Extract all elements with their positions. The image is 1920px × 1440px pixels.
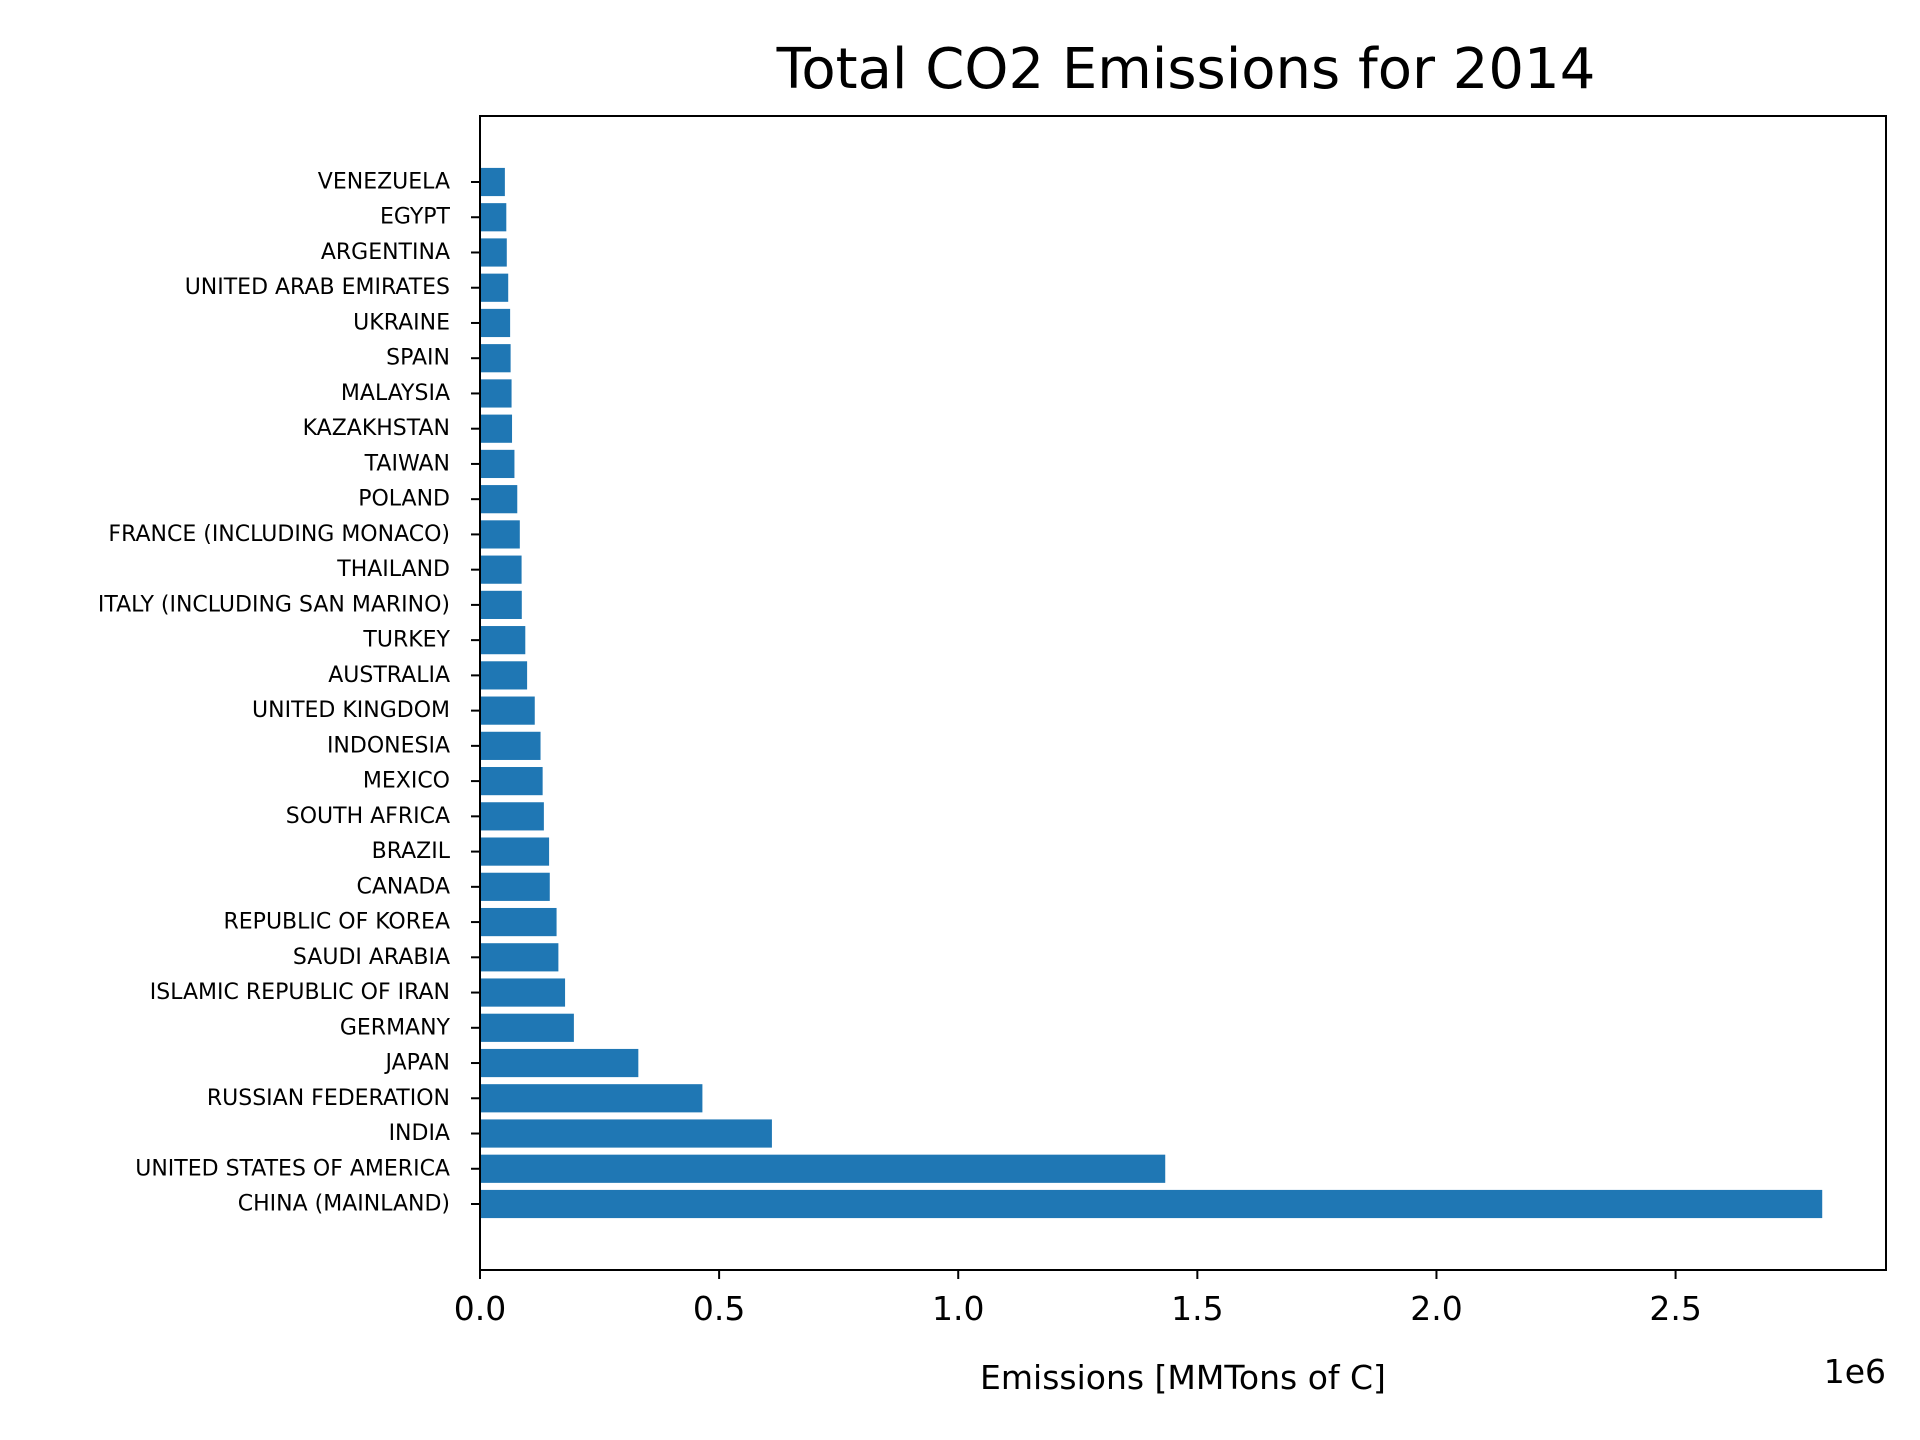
y-tick-label: POLAND bbox=[358, 487, 450, 512]
y-tick-label: GERMANY bbox=[340, 1015, 451, 1040]
bar bbox=[480, 978, 566, 1007]
bar bbox=[480, 943, 559, 972]
y-tick-label: TURKEY bbox=[362, 628, 450, 653]
bar bbox=[480, 238, 507, 267]
y-tick-label: ITALY (INCLUDING SAN MARINO) bbox=[98, 592, 450, 617]
y-tick-label: CANADA bbox=[356, 874, 450, 899]
x-tick-label: 2.0 bbox=[1410, 1289, 1462, 1328]
y-tick-label: ARGENTINA bbox=[321, 240, 450, 265]
bar bbox=[480, 1048, 639, 1078]
y-tick-label: UKRAINE bbox=[353, 310, 450, 335]
y-tick-label: TAIWAN bbox=[364, 451, 450, 476]
y-tick-label: FRANCE (INCLUDING MONACO) bbox=[108, 522, 450, 547]
y-tick-label: VENEZUELA bbox=[318, 170, 450, 195]
bar bbox=[480, 907, 557, 937]
bar bbox=[480, 767, 543, 796]
x-axis-offset-label: 1e6 bbox=[1824, 1352, 1886, 1391]
y-tick-label: UNITED KINGDOM bbox=[252, 698, 450, 723]
y-tick-label: SPAIN bbox=[386, 346, 450, 371]
bar bbox=[480, 872, 550, 901]
bar bbox=[480, 520, 520, 549]
y-tick-label: REPUBLIC OF KOREA bbox=[224, 910, 451, 935]
y-axis: CHINA (MAINLAND) UNITED STATES OF AMERICA… bbox=[98, 170, 480, 1217]
y-tick-label: MEXICO bbox=[363, 769, 450, 794]
bar bbox=[480, 837, 550, 866]
x-axis: 0.0 0.5 1.0 1.5 2.0 2.5 bbox=[454, 1270, 1702, 1328]
y-tick-label: CHINA (MAINLAND) bbox=[238, 1192, 450, 1217]
bar bbox=[480, 308, 511, 338]
bar bbox=[480, 696, 535, 725]
y-tick-label: UNITED STATES OF AMERICA bbox=[135, 1156, 450, 1181]
x-axis-label: Emissions [MMTons of C] bbox=[980, 1358, 1386, 1397]
y-tick-label: RUSSIAN FEDERATION bbox=[207, 1086, 450, 1111]
bar bbox=[480, 414, 513, 443]
y-tick-label: EGYPT bbox=[380, 205, 451, 230]
y-tick-label: SOUTH AFRICA bbox=[286, 804, 450, 829]
bar bbox=[480, 1119, 772, 1148]
y-tick-label: UNITED ARAB EMIRATES bbox=[185, 275, 450, 300]
bar bbox=[480, 167, 505, 197]
bar bbox=[480, 802, 544, 831]
bar bbox=[480, 203, 507, 232]
bar bbox=[480, 590, 522, 619]
y-tick-label: ISLAMIC REPUBLIC OF IRAN bbox=[150, 980, 450, 1005]
bar bbox=[480, 661, 528, 690]
y-tick-label: AUSTRALIA bbox=[328, 663, 450, 688]
bar bbox=[480, 449, 515, 479]
bar bbox=[480, 1013, 574, 1042]
bar bbox=[480, 555, 522, 584]
bar bbox=[480, 344, 511, 373]
x-tick-label: 2.5 bbox=[1649, 1289, 1701, 1328]
y-tick-label: SAUDI ARABIA bbox=[293, 945, 450, 970]
chart-title: Total CO2 Emissions for 2014 bbox=[776, 37, 1596, 102]
bar bbox=[480, 1084, 703, 1113]
bar bbox=[480, 626, 526, 655]
bar bbox=[480, 1189, 1823, 1219]
y-tick-label: INDIA bbox=[389, 1121, 450, 1146]
y-tick-label: BRAZIL bbox=[372, 839, 451, 864]
bars-group bbox=[480, 167, 1823, 1219]
y-tick-label: INDONESIA bbox=[327, 733, 450, 758]
x-tick-label: 0.0 bbox=[454, 1289, 506, 1328]
bar bbox=[480, 273, 509, 302]
x-tick-label: 1.5 bbox=[1171, 1289, 1223, 1328]
x-tick-label: 1.0 bbox=[932, 1289, 984, 1328]
y-tick-label: KAZAKHSTAN bbox=[303, 416, 450, 441]
bar bbox=[480, 1154, 1166, 1183]
bar bbox=[480, 731, 541, 760]
plot-frame bbox=[479, 115, 1887, 1271]
y-tick-label: JAPAN bbox=[383, 1051, 450, 1076]
x-tick-label: 0.5 bbox=[693, 1289, 745, 1328]
bar bbox=[480, 485, 518, 514]
bar bbox=[480, 379, 512, 408]
y-tick-label: MALAYSIA bbox=[341, 381, 450, 406]
y-tick-label: THAILAND bbox=[336, 557, 450, 582]
